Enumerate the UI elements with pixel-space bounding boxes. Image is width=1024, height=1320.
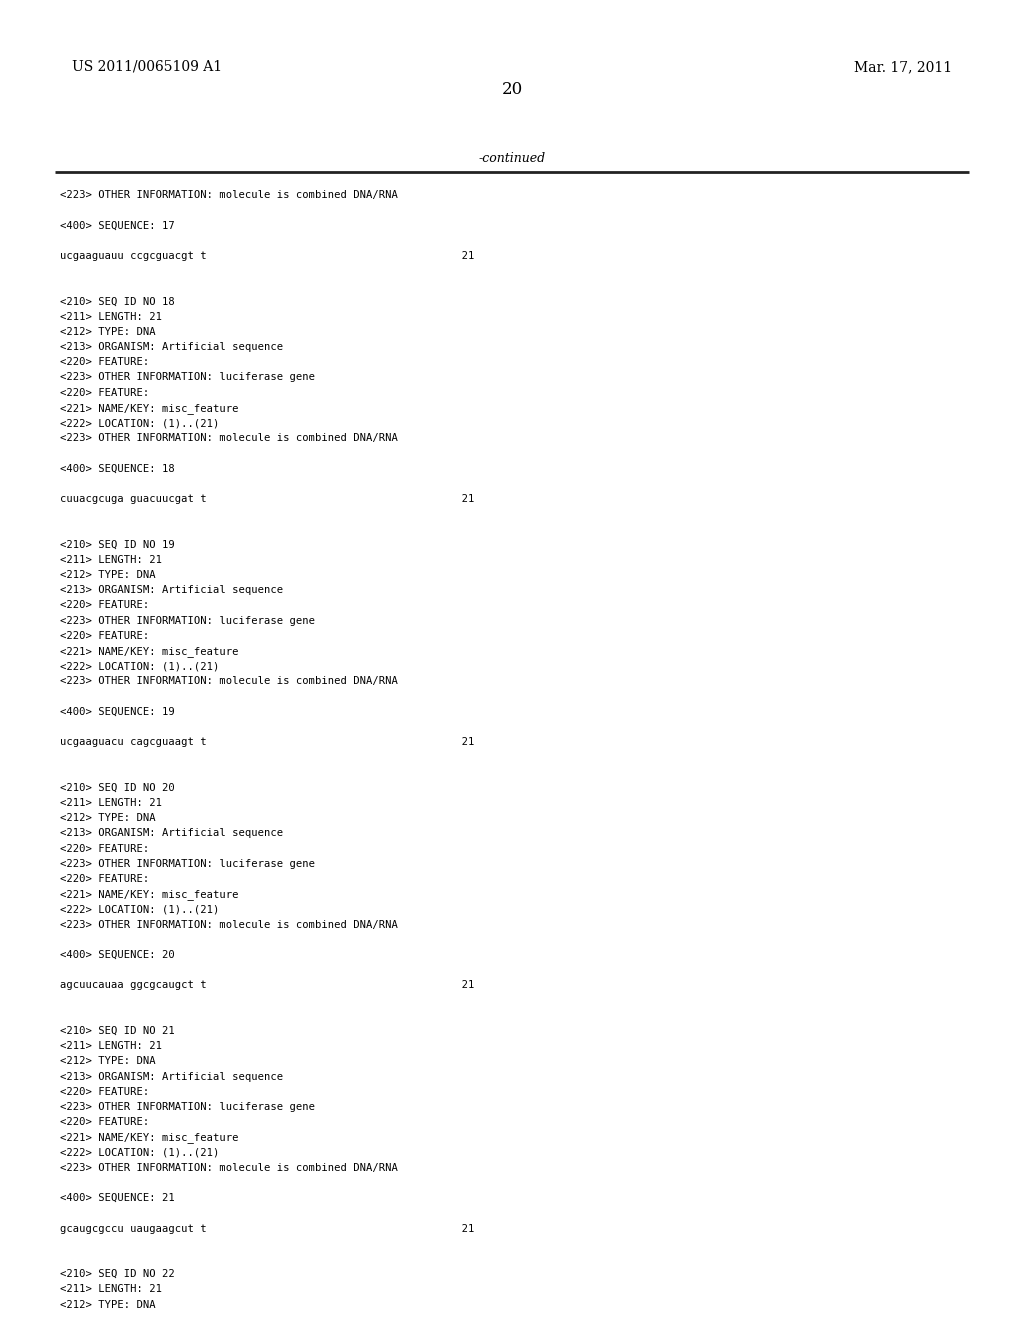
- Text: <211> LENGTH: 21: <211> LENGTH: 21: [60, 554, 162, 565]
- Text: <212> TYPE: DNA: <212> TYPE: DNA: [60, 570, 156, 579]
- Text: <223> OTHER INFORMATION: luciferase gene: <223> OTHER INFORMATION: luciferase gene: [60, 372, 315, 383]
- Text: <220> FEATURE:: <220> FEATURE:: [60, 1117, 150, 1127]
- Text: <222> LOCATION: (1)..(21): <222> LOCATION: (1)..(21): [60, 904, 219, 915]
- Text: <213> ORGANISM: Artificial sequence: <213> ORGANISM: Artificial sequence: [60, 829, 283, 838]
- Text: <223> OTHER INFORMATION: molecule is combined DNA/RNA: <223> OTHER INFORMATION: molecule is com…: [60, 433, 398, 444]
- Text: <221> NAME/KEY: misc_feature: <221> NAME/KEY: misc_feature: [60, 890, 239, 900]
- Text: <221> NAME/KEY: misc_feature: <221> NAME/KEY: misc_feature: [60, 1133, 239, 1143]
- Text: <211> LENGTH: 21: <211> LENGTH: 21: [60, 799, 162, 808]
- Text: ucgaaguacu cagcguaagt t                                        21: ucgaaguacu cagcguaagt t 21: [60, 737, 474, 747]
- Text: <213> ORGANISM: Artificial sequence: <213> ORGANISM: Artificial sequence: [60, 585, 283, 595]
- Text: <222> LOCATION: (1)..(21): <222> LOCATION: (1)..(21): [60, 418, 219, 428]
- Text: <221> NAME/KEY: misc_feature: <221> NAME/KEY: misc_feature: [60, 645, 239, 657]
- Text: <212> TYPE: DNA: <212> TYPE: DNA: [60, 1300, 156, 1309]
- Text: <223> OTHER INFORMATION: luciferase gene: <223> OTHER INFORMATION: luciferase gene: [60, 1102, 315, 1111]
- Text: <223> OTHER INFORMATION: molecule is combined DNA/RNA: <223> OTHER INFORMATION: molecule is com…: [60, 190, 398, 201]
- Text: <220> FEATURE:: <220> FEATURE:: [60, 388, 150, 397]
- Text: ucgaaguauu ccgcguacgt t                                        21: ucgaaguauu ccgcguacgt t 21: [60, 251, 474, 261]
- Text: <210> SEQ ID NO 21: <210> SEQ ID NO 21: [60, 1026, 175, 1036]
- Text: <400> SEQUENCE: 20: <400> SEQUENCE: 20: [60, 950, 175, 960]
- Text: Mar. 17, 2011: Mar. 17, 2011: [854, 59, 952, 74]
- Text: <211> LENGTH: 21: <211> LENGTH: 21: [60, 1041, 162, 1051]
- Text: <223> OTHER INFORMATION: molecule is combined DNA/RNA: <223> OTHER INFORMATION: molecule is com…: [60, 676, 398, 686]
- Text: <223> OTHER INFORMATION: molecule is combined DNA/RNA: <223> OTHER INFORMATION: molecule is com…: [60, 1163, 398, 1172]
- Text: <400> SEQUENCE: 18: <400> SEQUENCE: 18: [60, 463, 175, 474]
- Text: <211> LENGTH: 21: <211> LENGTH: 21: [60, 312, 162, 322]
- Text: <400> SEQUENCE: 19: <400> SEQUENCE: 19: [60, 706, 175, 717]
- Text: <223> OTHER INFORMATION: luciferase gene: <223> OTHER INFORMATION: luciferase gene: [60, 615, 315, 626]
- Text: <212> TYPE: DNA: <212> TYPE: DNA: [60, 327, 156, 337]
- Text: <220> FEATURE:: <220> FEATURE:: [60, 843, 150, 854]
- Text: -continued: -continued: [478, 152, 546, 165]
- Text: <400> SEQUENCE: 17: <400> SEQUENCE: 17: [60, 220, 175, 231]
- Text: <210> SEQ ID NO 18: <210> SEQ ID NO 18: [60, 297, 175, 306]
- Text: <220> FEATURE:: <220> FEATURE:: [60, 601, 150, 610]
- Text: gcaugcgccu uaugaagcut t                                        21: gcaugcgccu uaugaagcut t 21: [60, 1224, 474, 1234]
- Text: <220> FEATURE:: <220> FEATURE:: [60, 631, 150, 640]
- Text: <221> NAME/KEY: misc_feature: <221> NAME/KEY: misc_feature: [60, 403, 239, 413]
- Text: <220> FEATURE:: <220> FEATURE:: [60, 1086, 150, 1097]
- Text: <223> OTHER INFORMATION: luciferase gene: <223> OTHER INFORMATION: luciferase gene: [60, 859, 315, 869]
- Text: <222> LOCATION: (1)..(21): <222> LOCATION: (1)..(21): [60, 661, 219, 671]
- Text: <222> LOCATION: (1)..(21): <222> LOCATION: (1)..(21): [60, 1147, 219, 1158]
- Text: <220> FEATURE:: <220> FEATURE:: [60, 874, 150, 884]
- Text: <220> FEATURE:: <220> FEATURE:: [60, 358, 150, 367]
- Text: 20: 20: [502, 82, 522, 99]
- Text: <223> OTHER INFORMATION: molecule is combined DNA/RNA: <223> OTHER INFORMATION: molecule is com…: [60, 920, 398, 929]
- Text: <210> SEQ ID NO 22: <210> SEQ ID NO 22: [60, 1270, 175, 1279]
- Text: <213> ORGANISM: Artificial sequence: <213> ORGANISM: Artificial sequence: [60, 342, 283, 352]
- Text: <400> SEQUENCE: 21: <400> SEQUENCE: 21: [60, 1193, 175, 1204]
- Text: <210> SEQ ID NO 19: <210> SEQ ID NO 19: [60, 540, 175, 549]
- Text: <212> TYPE: DNA: <212> TYPE: DNA: [60, 1056, 156, 1067]
- Text: <211> LENGTH: 21: <211> LENGTH: 21: [60, 1284, 162, 1295]
- Text: US 2011/0065109 A1: US 2011/0065109 A1: [72, 59, 222, 74]
- Text: <210> SEQ ID NO 20: <210> SEQ ID NO 20: [60, 783, 175, 793]
- Text: <212> TYPE: DNA: <212> TYPE: DNA: [60, 813, 156, 824]
- Text: agcuucauaa ggcgcaugct t                                        21: agcuucauaa ggcgcaugct t 21: [60, 981, 474, 990]
- Text: <213> ORGANISM: Artificial sequence: <213> ORGANISM: Artificial sequence: [60, 1072, 283, 1081]
- Text: cuuacgcuga guacuucgat t                                        21: cuuacgcuga guacuucgat t 21: [60, 494, 474, 504]
